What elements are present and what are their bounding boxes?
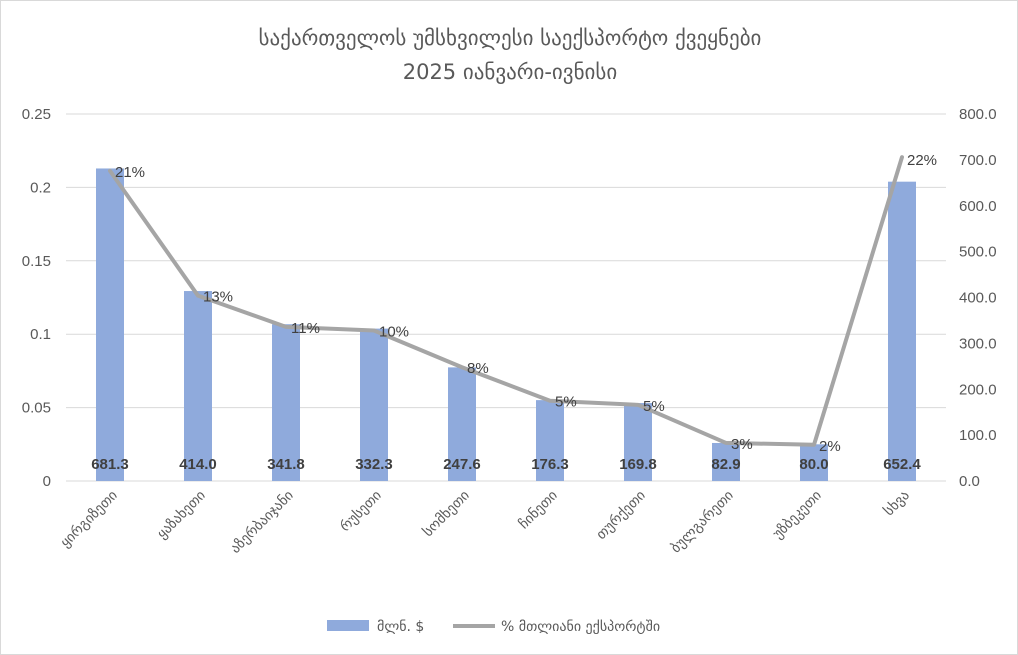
right-tick-label: 600.0 <box>959 198 997 215</box>
left-tick-label: 0.2 <box>30 179 51 196</box>
bar <box>712 442 740 481</box>
chart-subtitle: 2025 იანვარი-ივნისი <box>403 60 618 84</box>
bar <box>624 403 652 481</box>
category-label: სომხეთი <box>420 488 473 541</box>
bar-data-label: 652.4 <box>883 456 921 473</box>
category-label: ყირგიზეთი <box>57 487 121 551</box>
gridlines <box>66 113 946 482</box>
line-data-label: 2% <box>819 438 841 455</box>
category-label: რუსეთი <box>337 487 385 535</box>
category-label: ყაზახეთი <box>154 488 209 543</box>
left-tick-label: 0 <box>43 473 51 490</box>
category-label: ჩინეთი <box>516 488 561 533</box>
bar-data-label: 82.9 <box>711 456 740 473</box>
line-data-label: 21% <box>115 164 145 181</box>
line-series: 21% 13% 11% 10% 8% 5% 5% 3% 2% 22% <box>108 152 937 455</box>
bar <box>448 367 476 481</box>
line-path <box>108 155 904 447</box>
legend-bar-swatch <box>327 620 369 631</box>
bar <box>800 444 828 481</box>
bar-data-label: 169.8 <box>619 456 657 473</box>
right-tick-label: 300.0 <box>959 335 997 352</box>
bar <box>96 168 124 481</box>
right-tick-label: 200.0 <box>959 381 997 398</box>
category-label: სხვა <box>881 488 913 520</box>
bar <box>272 324 300 481</box>
bar <box>536 400 564 481</box>
left-tick-label: 0.25 <box>22 106 51 123</box>
bar-data-label: 80.0 <box>799 456 828 473</box>
line-data-label: 8% <box>467 360 489 377</box>
bar-data-label: 332.3 <box>355 456 393 473</box>
line-data-label: 22% <box>907 152 937 169</box>
line-data-label: 3% <box>731 436 753 453</box>
line-data-label: 11% <box>291 320 320 337</box>
right-tick-label: 100.0 <box>959 427 997 444</box>
bar-data-label: 681.3 <box>91 456 129 473</box>
bar <box>360 328 388 481</box>
category-label: თურქეთი <box>593 487 649 543</box>
bar <box>184 291 212 481</box>
left-tick-label: 0.1 <box>30 326 51 343</box>
category-label: აზერბაიჯანი <box>227 487 297 557</box>
right-tick-label: 800.0 <box>959 106 997 123</box>
left-axis: 0 0.05 0.1 0.15 0.2 0.25 <box>22 106 51 490</box>
chart-title: საქართველოს უმსხვილესი საექსპორტო ქვეყნე… <box>259 26 762 50</box>
category-label: ბულგარეთი <box>667 487 737 557</box>
bar-data-label: 414.0 <box>179 456 217 473</box>
category-label: უზბეკეთი <box>770 488 825 543</box>
bar-series: 681.3 414.0 341.8 332.3 247.6 176.3 169.8 82.9 8… <box>91 168 921 481</box>
right-tick-label: 500.0 <box>959 244 997 261</box>
left-tick-label: 0.15 <box>22 253 51 270</box>
right-axis: 0.0 100.0 200.0 300.0 400.0 500.0 600.0 700.0 80… <box>959 106 997 490</box>
legend-bar-label: მლნ. $ <box>377 619 424 635</box>
legend: მლნ. $ % მთლიანი ექსპორტში <box>327 618 660 635</box>
right-tick-label: 400.0 <box>959 290 997 307</box>
right-tick-label: 0.0 <box>959 473 980 490</box>
line-data-label: 13% <box>203 289 233 306</box>
legend-line-label: % მთლიანი ექსპორტში <box>501 618 660 635</box>
bar-data-label: 341.8 <box>267 456 305 473</box>
bar-data-label: 247.6 <box>443 456 481 473</box>
line-data-label: 5% <box>555 394 577 411</box>
right-tick-label: 700.0 <box>959 152 997 169</box>
line-data-label: 5% <box>643 398 665 415</box>
category-axis: ყირგიზეთი ყაზახეთი აზერბაიჯანი რუსეთი სომხეთ… <box>57 487 913 557</box>
bar <box>888 181 916 481</box>
line-data-label: 10% <box>379 324 409 341</box>
left-tick-label: 0.05 <box>22 400 51 417</box>
bar-data-label: 176.3 <box>531 456 569 473</box>
